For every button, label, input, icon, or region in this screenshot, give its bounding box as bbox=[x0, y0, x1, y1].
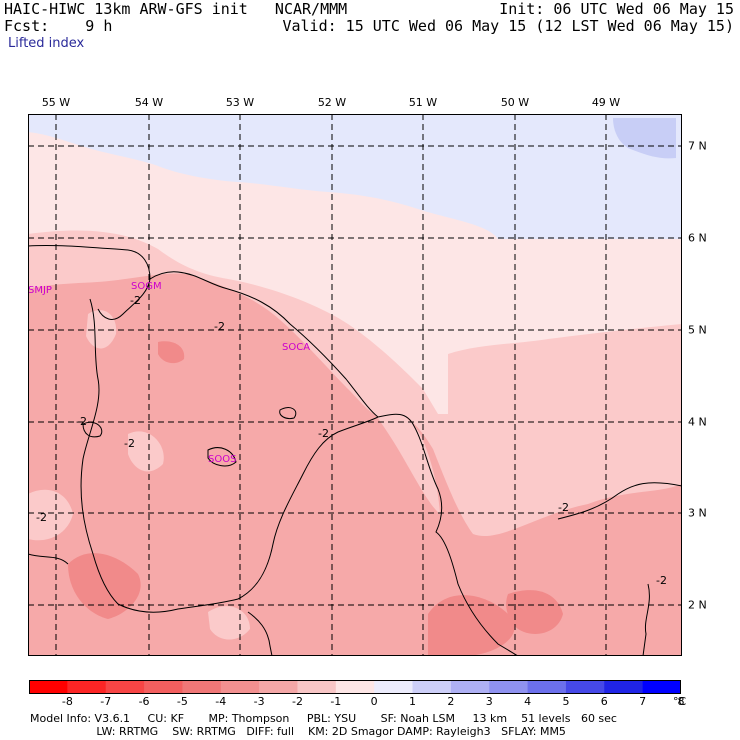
lon-label-52w: 52 W bbox=[317, 96, 347, 109]
contour-loop-3 bbox=[82, 421, 103, 438]
colorbar-cell bbox=[565, 680, 605, 694]
contour-label-6: -2 bbox=[36, 511, 47, 524]
header-title: HAIC-HIWC 13km ARW-GFS init NCAR/MMM bbox=[4, 0, 348, 18]
coastline-east bbox=[377, 413, 519, 656]
footer-line-1: Model Info: V3.6.1 CU: KF MP: Thompson P… bbox=[30, 712, 617, 725]
lon-label-55w: 55 W bbox=[41, 96, 71, 109]
lon-label-54w: 54 W bbox=[134, 96, 164, 109]
colorbar-label: -3 bbox=[253, 695, 265, 708]
header-left: HAIC-HIWC 13km ARW-GFS init NCAR/MMM Fcs… bbox=[4, 1, 347, 35]
colorbar-cell bbox=[489, 680, 529, 694]
contour-label-4: -2 bbox=[124, 437, 135, 450]
init-time: Init: 06 UTC Wed 06 May 15 bbox=[499, 0, 734, 18]
contour-label-3: -2 bbox=[76, 415, 87, 428]
lon-label-49w: 49 W bbox=[591, 96, 621, 109]
colorbar-label: -1 bbox=[330, 695, 342, 708]
colorbar-label: 3 bbox=[485, 695, 493, 708]
colorbar-unit: °C bbox=[673, 695, 687, 708]
colorbar-label: 5 bbox=[562, 695, 570, 708]
header-right: Init: 06 UTC Wed 06 May 15 Valid: 15 UTC… bbox=[282, 1, 734, 35]
colorbar-cell bbox=[604, 680, 644, 694]
forecast-hour: Fcst: 9 h bbox=[4, 17, 113, 35]
contour-label-7: -2 bbox=[558, 501, 569, 514]
contour-label-5: -2 bbox=[318, 427, 329, 440]
contour-south bbox=[28, 553, 69, 565]
colorbar-cell bbox=[374, 680, 414, 694]
contour-label-1: -2 bbox=[130, 294, 141, 307]
colorbar-frame bbox=[29, 680, 681, 694]
colorbar-label: 8 bbox=[677, 695, 685, 708]
lifted-index-map: SMJP SOGM SOCA SOOS -2 -2 -2 -2 -2 -2 -2… bbox=[28, 114, 682, 656]
blue-region-deep bbox=[613, 118, 676, 159]
map-frame bbox=[28, 114, 682, 656]
lat-label-5n: 5 N bbox=[688, 323, 707, 337]
colorbar-label: -7 bbox=[100, 695, 112, 708]
medium-red-region bbox=[28, 273, 682, 656]
colorbar bbox=[29, 680, 681, 694]
dark-red-patch-3 bbox=[506, 590, 563, 634]
contour-east bbox=[557, 482, 682, 520]
border-north bbox=[97, 278, 151, 320]
colorbar-label: -6 bbox=[138, 695, 150, 708]
colorbar-label: 0 bbox=[370, 695, 378, 708]
contour-loop-1 bbox=[279, 407, 297, 419]
colorbar-label: -5 bbox=[176, 695, 188, 708]
lat-label-7n: 7 N bbox=[688, 139, 707, 153]
contour-inner bbox=[247, 611, 273, 656]
blue-region bbox=[28, 114, 682, 239]
colorbar-label: -4 bbox=[215, 695, 227, 708]
station-label-smjp: SMJP bbox=[28, 285, 52, 296]
lon-label-51w: 51 W bbox=[408, 96, 438, 109]
contour-label-2: -2 bbox=[214, 320, 225, 333]
graticule bbox=[28, 114, 682, 656]
colorbar-label: 4 bbox=[524, 695, 532, 708]
footer-line-2: LW: RRTMG SW: RRTMG DIFF: full KM: 2D Sm… bbox=[30, 725, 566, 738]
colorbar-cell bbox=[527, 680, 567, 694]
dark-red-patch-1 bbox=[68, 553, 141, 619]
lat-label-2n: 2 N bbox=[688, 598, 707, 612]
colorbar-label: 1 bbox=[409, 695, 417, 708]
dark-red-patch-4 bbox=[158, 341, 185, 364]
lat-label-6n: 6 N bbox=[688, 231, 707, 245]
colorbar-cell bbox=[105, 680, 145, 694]
colorbar-cell bbox=[335, 680, 375, 694]
colorbar-label: 2 bbox=[447, 695, 455, 708]
colorbar-cell bbox=[220, 680, 260, 694]
colorbar-cell bbox=[182, 680, 222, 694]
colorbar-cell bbox=[412, 680, 452, 694]
colorbar-cell bbox=[450, 680, 490, 694]
colorbar-cell bbox=[67, 680, 107, 694]
lon-label-50w: 50 W bbox=[500, 96, 530, 109]
border-west bbox=[80, 298, 379, 613]
lat-label-3n: 3 N bbox=[688, 506, 707, 520]
colorbar-label: 7 bbox=[639, 695, 647, 708]
contour-southeast bbox=[642, 583, 650, 656]
lat-label-4n: 4 N bbox=[688, 415, 707, 429]
station-label-soca: SOCA bbox=[282, 342, 310, 353]
colorbar-label: -8 bbox=[61, 695, 73, 708]
station-label-sogm: SOGM bbox=[131, 281, 162, 292]
colorbar-cell bbox=[259, 680, 298, 694]
contour-loop-2 bbox=[207, 447, 237, 467]
colorbar-cell bbox=[144, 680, 183, 694]
colorbar-cells bbox=[29, 680, 681, 694]
light-patch-2 bbox=[128, 431, 164, 472]
valid-time: Valid: 15 UTC Wed 06 May 15 (12 LST Wed … bbox=[282, 17, 734, 35]
contour-label-8: -2 bbox=[656, 574, 667, 587]
light-patch-5 bbox=[28, 489, 73, 541]
lon-label-53w: 53 W bbox=[225, 96, 255, 109]
colorbar-cell bbox=[29, 680, 68, 694]
colorbar-label: -2 bbox=[291, 695, 303, 708]
coastline bbox=[28, 244, 379, 418]
station-label-soos: SOOS bbox=[208, 454, 236, 465]
dark-red-patch-2 bbox=[428, 595, 515, 656]
colorbar-label: 6 bbox=[600, 695, 608, 708]
colorbar-cell bbox=[297, 680, 337, 694]
colorbar-cell bbox=[642, 680, 681, 694]
field-name: Lifted index bbox=[8, 36, 85, 51]
